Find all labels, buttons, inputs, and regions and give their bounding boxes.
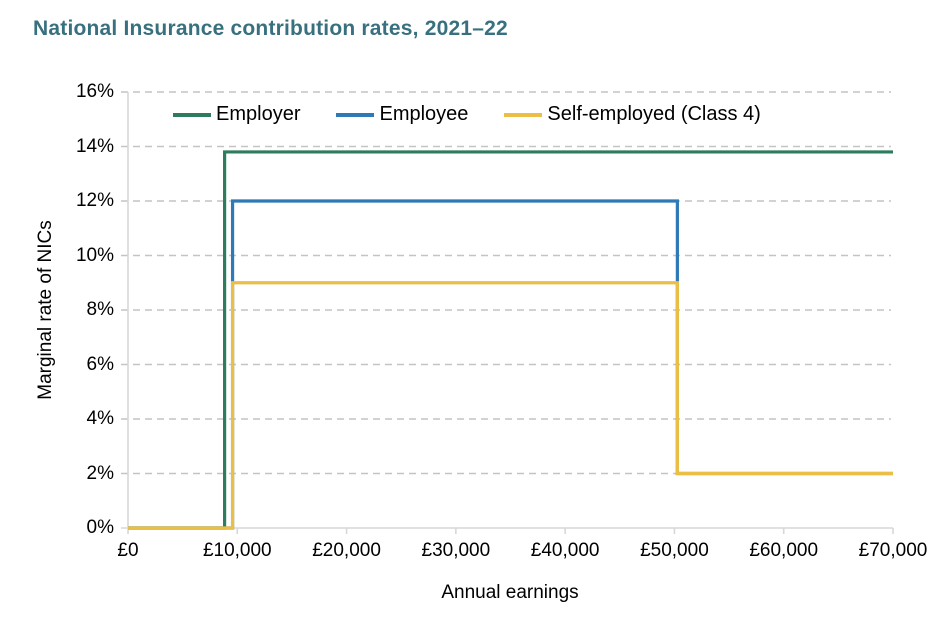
legend-item-self-employed-class-4: Self-employed (Class 4)	[504, 103, 761, 126]
y-tick-label: 6%	[86, 353, 114, 375]
series-line-self-employed-class-4	[128, 281, 893, 530]
x-tick-label: £30,000	[421, 540, 491, 561]
y-tick-label: 14%	[75, 135, 114, 157]
legend: Employer Employee Self-employed (Class 4)	[173, 103, 761, 126]
y-tick-label: 16%	[75, 81, 114, 102]
y-tick-label: 2%	[86, 462, 114, 484]
legend-label-self-employed-class-4: Self-employed (Class 4)	[547, 103, 761, 125]
chart-title: National Insurance contribution rates, 2…	[33, 17, 508, 40]
x-axis-title: Annual earnings	[441, 582, 579, 603]
x-tick-label: £50,000	[640, 540, 709, 561]
x-tick-label: £70,000	[858, 540, 928, 561]
x-tick-label: £40,000	[530, 540, 600, 561]
y-tick-label: 0%	[86, 517, 114, 538]
y-tick-label: 12%	[75, 190, 114, 211]
x-tick-label: £10,000	[202, 540, 272, 561]
legend-item-employer: Employer	[173, 103, 300, 126]
x-tick-label: £60,000	[749, 540, 819, 561]
legend-label-employee: Employee	[379, 103, 469, 125]
y-axis-title: Marginal rate of NICs	[35, 220, 56, 400]
y-tick-label: 10%	[75, 244, 114, 266]
series-line-employer	[128, 150, 893, 530]
x-tick-label: £20,000	[312, 540, 381, 561]
y-tick-label: 8%	[86, 299, 114, 320]
legend-swatch-self-employed-class-4	[504, 112, 543, 117]
legend-item-employee: Employee	[336, 103, 468, 126]
legend-swatch-employer	[173, 112, 211, 117]
legend-label-employer: Employer	[216, 103, 301, 125]
legend-swatch-employee	[336, 112, 375, 117]
y-tick-label: 4%	[86, 408, 114, 429]
x-tick-label: £0	[117, 540, 139, 561]
